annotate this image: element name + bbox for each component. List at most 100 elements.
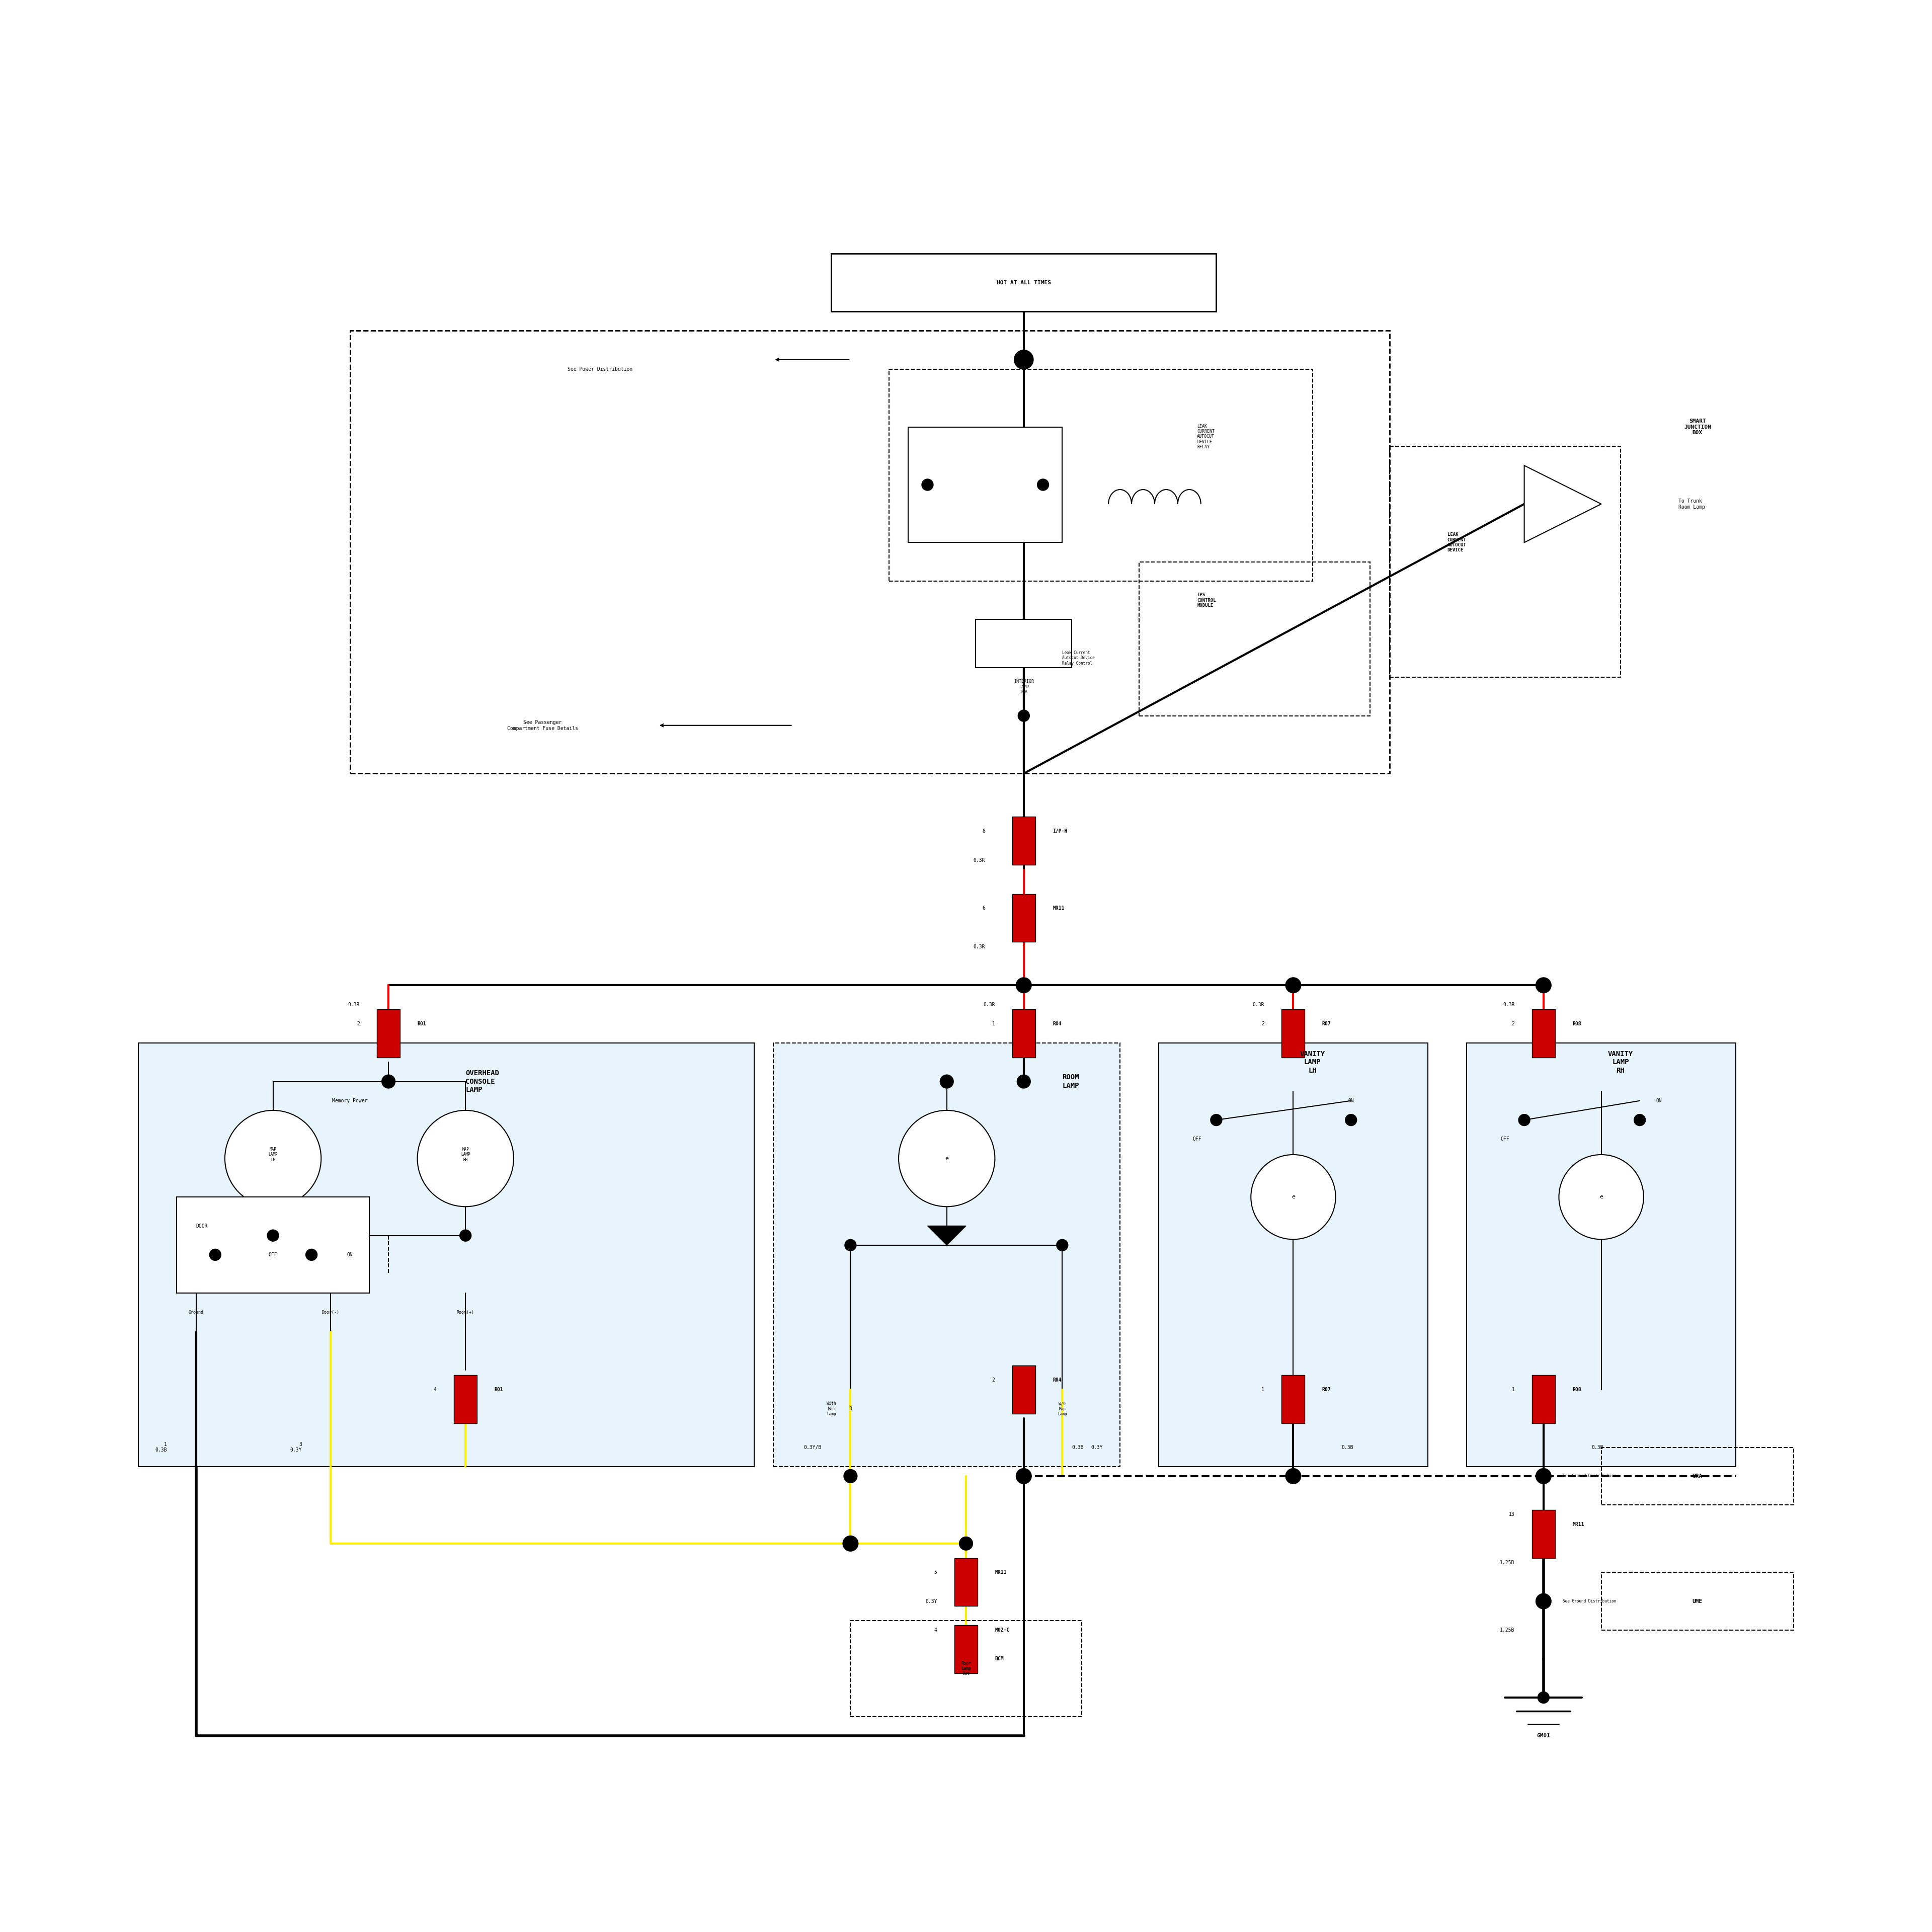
Bar (377, 1009, 400, 1057)
Text: OFF: OFF (1501, 1136, 1509, 1142)
Text: Door(-): Door(-) (323, 1310, 340, 1316)
Text: I/P-H: I/P-H (1053, 829, 1066, 835)
Text: 1: 1 (1262, 1387, 1264, 1393)
Text: 0.3R: 0.3R (348, 1003, 359, 1007)
Bar (908, 427, 1063, 543)
Text: MAP
LAMP
LH: MAP LAMP LH (269, 1148, 278, 1163)
Circle shape (1037, 479, 1049, 491)
Text: 0.3R: 0.3R (974, 858, 985, 864)
Text: 0.3R: 0.3R (983, 1003, 995, 1007)
Bar (773, 1043, 1121, 1466)
Text: MAP
LAMP
RH: MAP LAMP RH (462, 1148, 469, 1163)
Text: 13: 13 (1509, 1513, 1515, 1517)
Text: e: e (1291, 1194, 1294, 1200)
Text: 1.25B: 1.25B (1499, 1627, 1515, 1633)
Circle shape (1250, 1155, 1335, 1238)
Bar (1532, 1509, 1555, 1557)
Text: Room(+): Room(+) (456, 1310, 473, 1316)
Text: 1: 1 (1511, 1387, 1515, 1393)
Text: R08: R08 (1573, 1022, 1580, 1026)
Circle shape (1016, 1074, 1030, 1088)
Circle shape (842, 1536, 858, 1551)
Bar (176, 1198, 369, 1293)
Text: MR11: MR11 (1053, 906, 1065, 910)
Text: Memory Power: Memory Power (332, 1097, 367, 1103)
Text: 1: 1 (991, 1022, 995, 1026)
Text: LEAK
CURRENT
AUTOCUT
DEVICE
RELAY: LEAK CURRENT AUTOCUT DEVICE RELAY (1198, 423, 1215, 450)
Text: To Trunk
Room Lamp: To Trunk Room Lamp (1679, 498, 1704, 510)
Text: LEAK
CURRENT
AUTOCUT
DEVICE: LEAK CURRENT AUTOCUT DEVICE (1447, 533, 1466, 553)
Circle shape (1016, 978, 1032, 993)
Text: 6: 6 (981, 906, 985, 910)
Bar (831, 253, 1217, 311)
Text: 0.3B: 0.3B (1341, 1445, 1352, 1449)
Text: 2: 2 (991, 1378, 995, 1383)
Text: 4: 4 (935, 1627, 937, 1633)
Bar (954, 1625, 978, 1673)
Polygon shape (1524, 466, 1602, 543)
Bar (100, 158, 1832, 1851)
Text: 0.3Y: 0.3Y (925, 1600, 937, 1604)
Text: See Ground Distribution: See Ground Distribution (1563, 1600, 1617, 1604)
Text: R01: R01 (495, 1387, 502, 1393)
Text: 1
0.3B: 1 0.3B (155, 1441, 168, 1453)
Text: 0.3R: 0.3R (1503, 1003, 1515, 1007)
Bar (454, 1376, 477, 1424)
Text: With
Map
Lamp: With Map Lamp (827, 1401, 837, 1416)
Bar (1281, 1376, 1304, 1424)
Text: 0.3R: 0.3R (1252, 1003, 1264, 1007)
Circle shape (1559, 1155, 1644, 1238)
Text: SMART
JUNCTION
BOX: SMART JUNCTION BOX (1685, 419, 1712, 435)
Text: R07: R07 (1321, 1387, 1331, 1393)
Text: 0.3R: 0.3R (974, 945, 985, 949)
Text: OFF: OFF (1192, 1136, 1202, 1142)
Text: R07: R07 (1321, 1022, 1331, 1026)
Text: MR11: MR11 (1573, 1522, 1584, 1526)
Circle shape (417, 1111, 514, 1208)
Text: See Passenger
Compartment Fuse Details: See Passenger Compartment Fuse Details (506, 721, 578, 730)
Text: 3: 3 (848, 1406, 852, 1410)
Bar (139, 1043, 753, 1466)
Text: W/O
Map
Lamp: W/O Map Lamp (1057, 1401, 1066, 1416)
Text: 0.3B: 0.3B (1072, 1445, 1084, 1449)
Bar (1281, 1009, 1304, 1057)
Circle shape (305, 1248, 317, 1260)
Text: BCM: BCM (995, 1656, 1005, 1662)
Text: UME: UME (1692, 1600, 1702, 1604)
Circle shape (1634, 1115, 1646, 1126)
Circle shape (267, 1231, 278, 1240)
Circle shape (1016, 1468, 1032, 1484)
Circle shape (383, 1074, 396, 1088)
Text: ON: ON (1349, 1097, 1354, 1103)
Text: OFF: OFF (269, 1252, 278, 1258)
Text: ROOM
LAMP: ROOM LAMP (1063, 1074, 1080, 1090)
Text: 4: 4 (433, 1387, 437, 1393)
Circle shape (224, 1111, 321, 1208)
Text: IPS
CONTROL
MODULE: IPS CONTROL MODULE (1198, 593, 1215, 609)
Circle shape (1538, 1692, 1549, 1704)
Circle shape (1285, 978, 1300, 993)
Text: MR11: MR11 (995, 1571, 1007, 1575)
Text: M02-C: M02-C (995, 1627, 1010, 1633)
Circle shape (960, 1536, 972, 1549)
Text: 0.3Y: 0.3Y (1092, 1445, 1103, 1449)
Text: See Ground Distribution: See Ground Distribution (1563, 1474, 1617, 1478)
Text: OVERHEAD
CONSOLE
LAMP: OVERHEAD CONSOLE LAMP (466, 1070, 498, 1094)
Text: 2: 2 (1511, 1022, 1515, 1026)
Text: ON: ON (1656, 1097, 1662, 1103)
Text: DOOR: DOOR (195, 1223, 209, 1229)
Circle shape (922, 479, 933, 491)
Text: e: e (945, 1155, 949, 1161)
Text: 0.3Y/B: 0.3Y/B (804, 1445, 821, 1449)
Text: Ground: Ground (189, 1310, 203, 1316)
Text: e: e (1600, 1194, 1604, 1200)
Bar (1466, 1043, 1737, 1466)
Circle shape (1536, 978, 1551, 993)
Circle shape (460, 1231, 471, 1240)
Text: 8: 8 (981, 829, 985, 835)
Text: 2: 2 (357, 1022, 359, 1026)
Circle shape (1018, 709, 1030, 721)
Bar (1012, 1009, 1036, 1057)
Circle shape (844, 1470, 858, 1484)
Text: HOT AT ALL TIMES: HOT AT ALL TIMES (997, 280, 1051, 286)
